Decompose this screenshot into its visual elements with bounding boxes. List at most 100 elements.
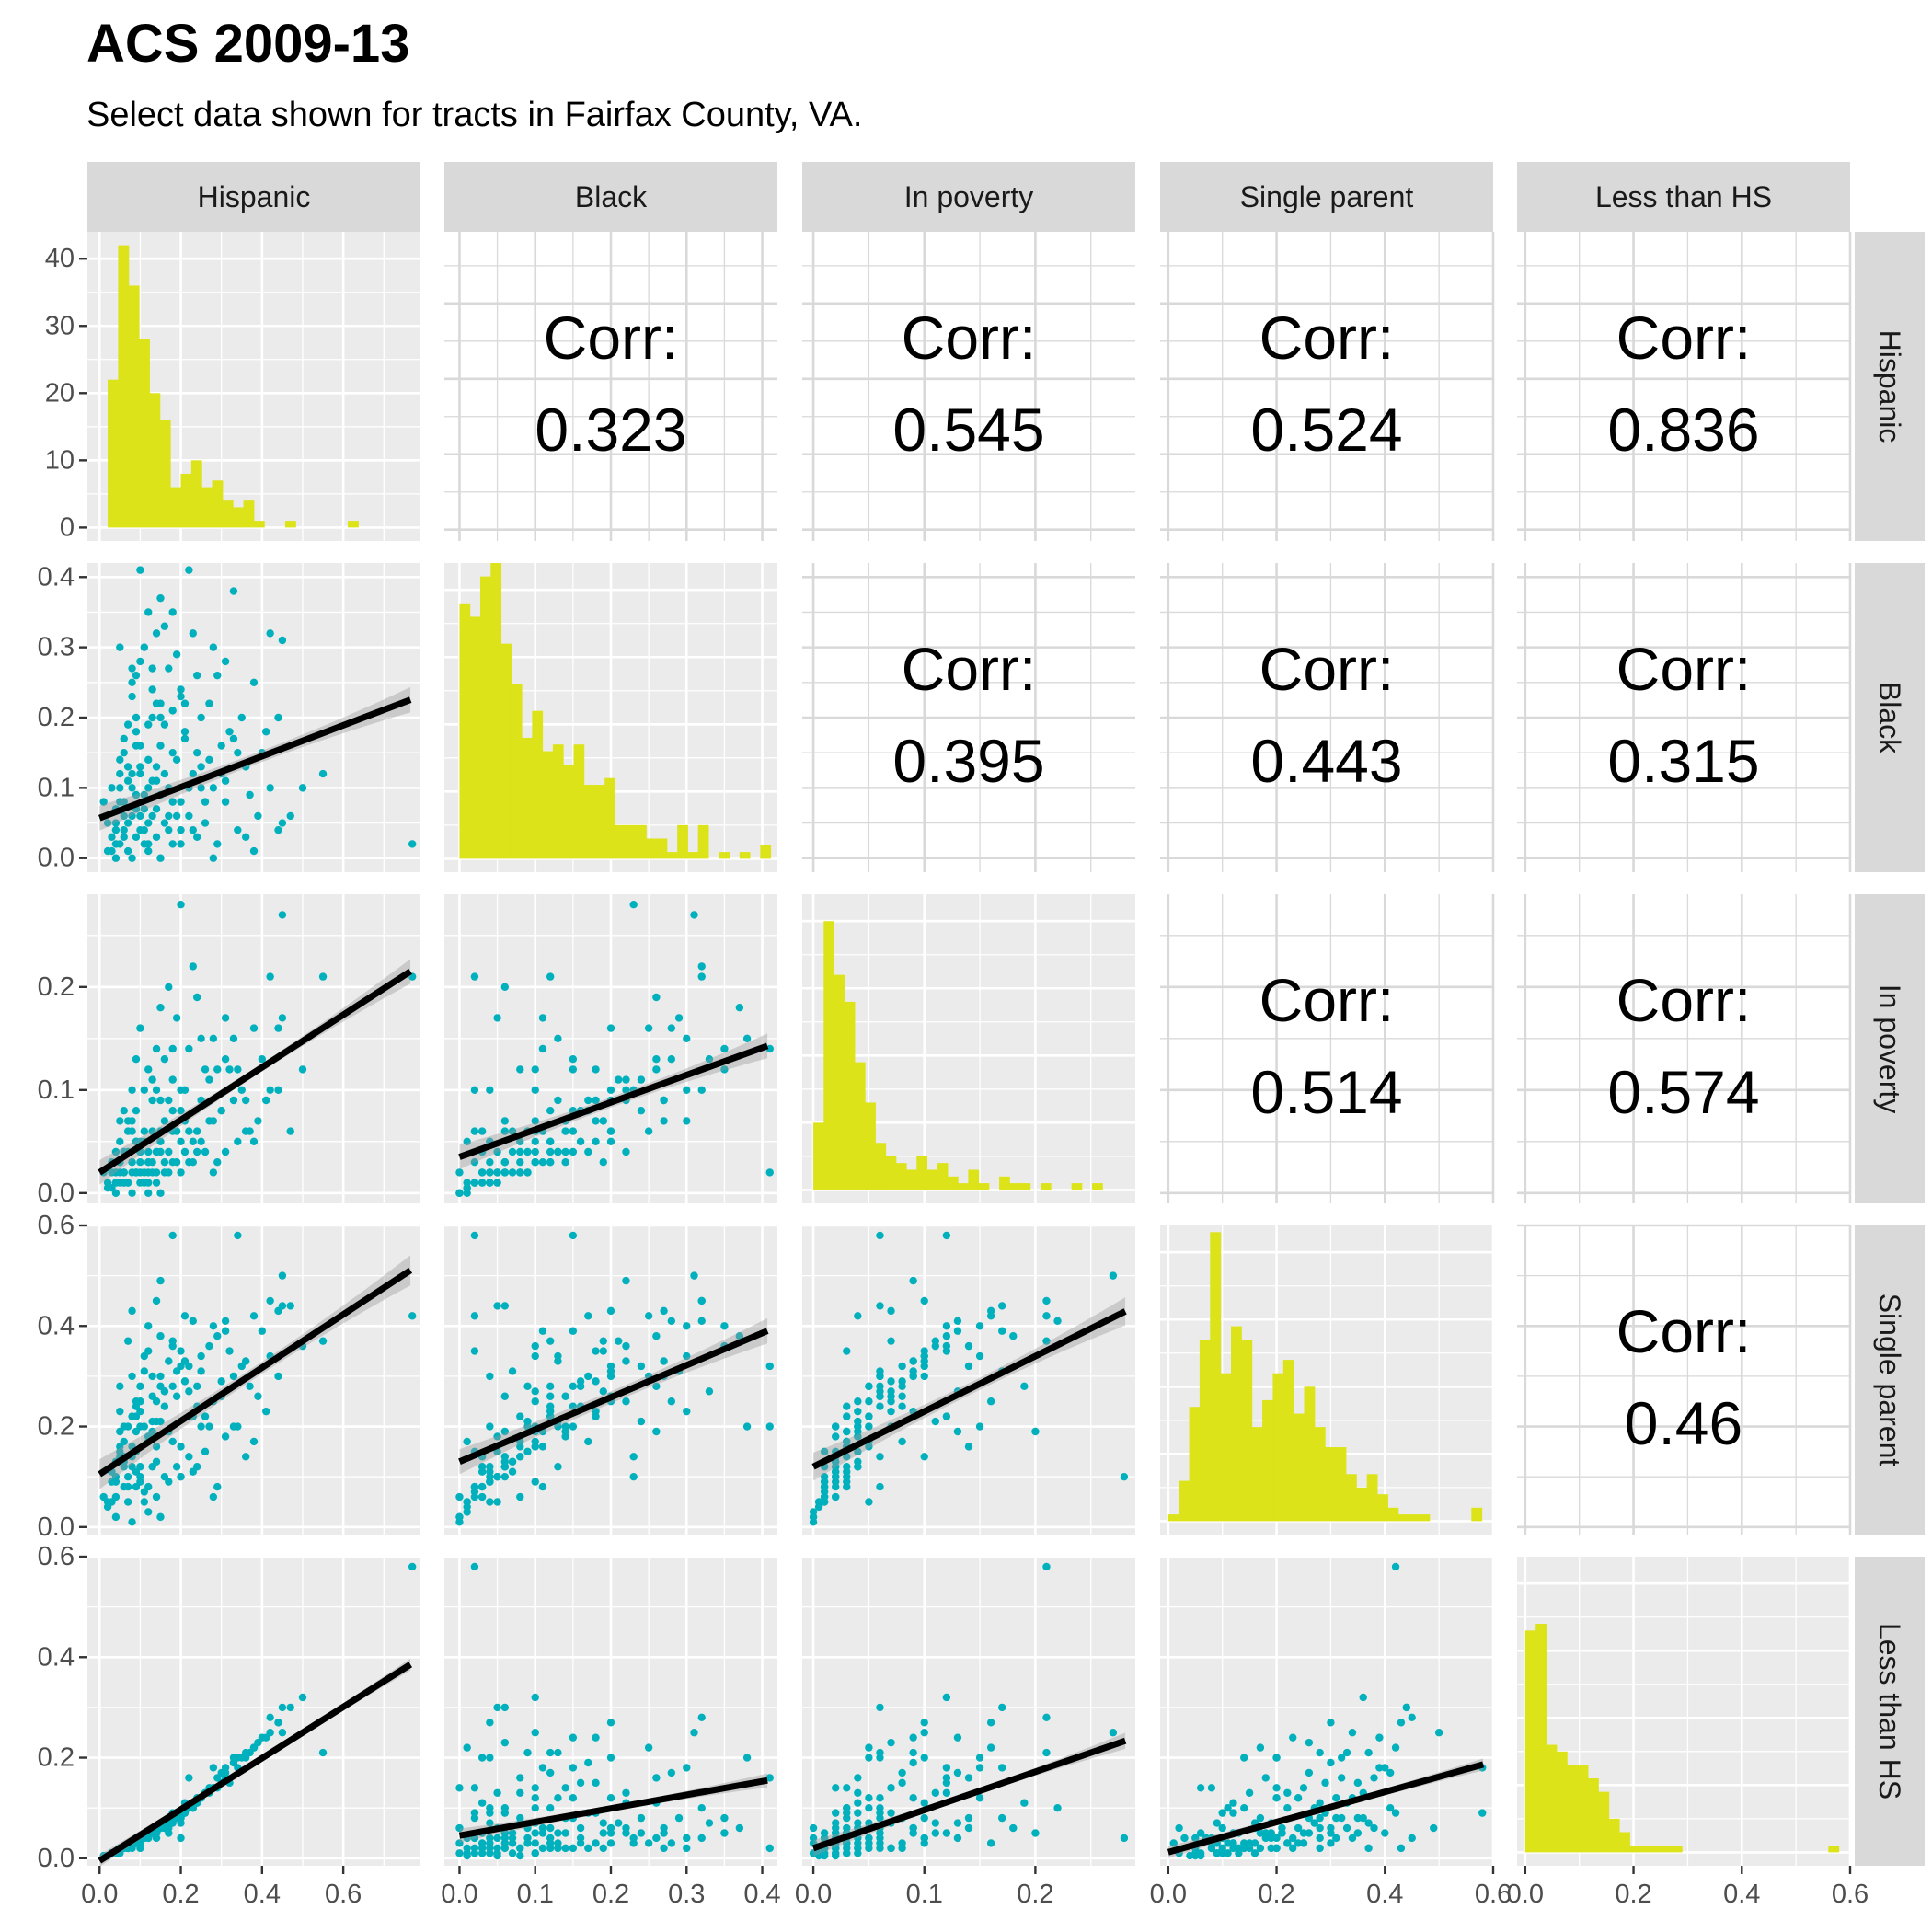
histogram-bar (1009, 1183, 1021, 1190)
y-tick-label: 0.4 (38, 562, 75, 592)
scatter-point (136, 769, 144, 778)
scatter-point (561, 1147, 569, 1156)
scatter-point (538, 1823, 547, 1833)
scatter-point (148, 1372, 156, 1381)
y-tick-label: 20 (45, 378, 75, 408)
scatter-point (1408, 1834, 1416, 1843)
scatter-point (180, 699, 190, 707)
scatter-point (637, 1813, 646, 1823)
scatter-point (531, 1158, 539, 1167)
x-tick-label: 0.0 (441, 1880, 477, 1909)
scatter-point (455, 1849, 464, 1857)
scatter-point (637, 1075, 646, 1084)
scatter-point (172, 1392, 181, 1400)
scatter-point (508, 1127, 517, 1135)
scatter-point (964, 1813, 973, 1823)
histogram-bar (149, 393, 161, 528)
histogram-bar (1189, 1407, 1201, 1522)
histogram-bar (222, 500, 234, 528)
scatter-point (128, 1518, 136, 1526)
scatter-point (920, 1719, 928, 1727)
scatter-point (606, 1794, 615, 1802)
scatter-point (470, 1312, 479, 1320)
scatter-point (538, 1327, 547, 1335)
scatter-point (486, 1086, 494, 1095)
scatter-point (148, 1417, 156, 1426)
scatter-point (189, 1137, 197, 1146)
scatter-point (1283, 1839, 1292, 1847)
scatter-point (455, 1189, 464, 1198)
panel-in-poverty-hispanic (87, 894, 420, 1203)
scatter-point (486, 1372, 494, 1381)
scatter-point (197, 1367, 205, 1375)
column-strip-hispanic: Hispanic (87, 162, 420, 232)
scatter-point (172, 1367, 181, 1375)
histogram-bar (128, 285, 140, 528)
y-tick-label: 0.0 (38, 1844, 75, 1873)
scatter-point (111, 1512, 121, 1522)
scatter-point (148, 1127, 156, 1135)
scatter-point (898, 1437, 906, 1446)
scatter-point (249, 1137, 259, 1146)
scatter-point (128, 1463, 136, 1471)
scatter-point (177, 1137, 185, 1146)
scatter-point (531, 1351, 539, 1361)
scatter-point (953, 1317, 962, 1326)
scatter-point (606, 1829, 615, 1837)
histogram-bar (1471, 1507, 1483, 1522)
column-strip-bg (1517, 162, 1850, 232)
scatter-point (278, 1014, 287, 1022)
histogram-bar (823, 921, 835, 1190)
scatter-point (298, 784, 307, 792)
scatter-point (477, 1179, 487, 1187)
scatter-point (168, 707, 177, 715)
scatter-points (98, 566, 417, 862)
scatter-point (887, 1809, 895, 1817)
scatter-point (128, 692, 136, 701)
scatter-point (832, 1492, 840, 1501)
scatter-point (546, 1823, 555, 1833)
scatter-point (531, 1803, 539, 1812)
scatter-point (584, 1758, 592, 1767)
scatter-point (1250, 1849, 1259, 1857)
scatter-point (180, 1312, 190, 1320)
scatter-point (241, 1453, 250, 1461)
scatter-point (486, 1158, 494, 1167)
scatter-point (516, 1844, 524, 1853)
scatter-point (1224, 1803, 1232, 1812)
scatter-point (920, 1799, 928, 1807)
scatter-point (1327, 1758, 1335, 1767)
scatter-point (1289, 1733, 1297, 1742)
scatter-point (221, 1327, 230, 1335)
scatter-point (103, 1179, 112, 1187)
scatter-point (1009, 1823, 1018, 1833)
scatter-point (144, 1179, 153, 1187)
scatter-point (168, 1819, 177, 1827)
corr-label: Corr: (1259, 635, 1395, 703)
scatter-point (569, 1231, 578, 1240)
scatter-point (523, 1168, 532, 1177)
scatter-point (120, 1437, 128, 1446)
scatter-point (1120, 1834, 1129, 1843)
scatter-point (876, 1382, 884, 1391)
scatter-point (486, 1803, 494, 1812)
scatter-point (1261, 1829, 1270, 1837)
scatter-point (898, 1402, 906, 1410)
scatter-point (189, 1467, 197, 1476)
scatter-point (103, 819, 112, 827)
y-axis-less-than-hs: 0.0 0.2 0.4 0.6 (38, 1542, 87, 1873)
scatter-point (622, 1823, 630, 1833)
scatter-point (120, 798, 128, 806)
scatter-point (592, 1377, 600, 1386)
scatter-point (531, 1443, 539, 1451)
scatter-point (140, 825, 149, 834)
scatter-point (197, 784, 205, 792)
scatter-point (554, 1147, 562, 1156)
x-tick-label: 0.1 (517, 1880, 554, 1909)
scatter-point (843, 1803, 851, 1812)
scatter-point (180, 1377, 190, 1386)
scatter-point (1191, 1851, 1200, 1860)
scatter-point (258, 1327, 267, 1335)
scatter-point (455, 1784, 464, 1792)
scatter-point (168, 1107, 177, 1115)
